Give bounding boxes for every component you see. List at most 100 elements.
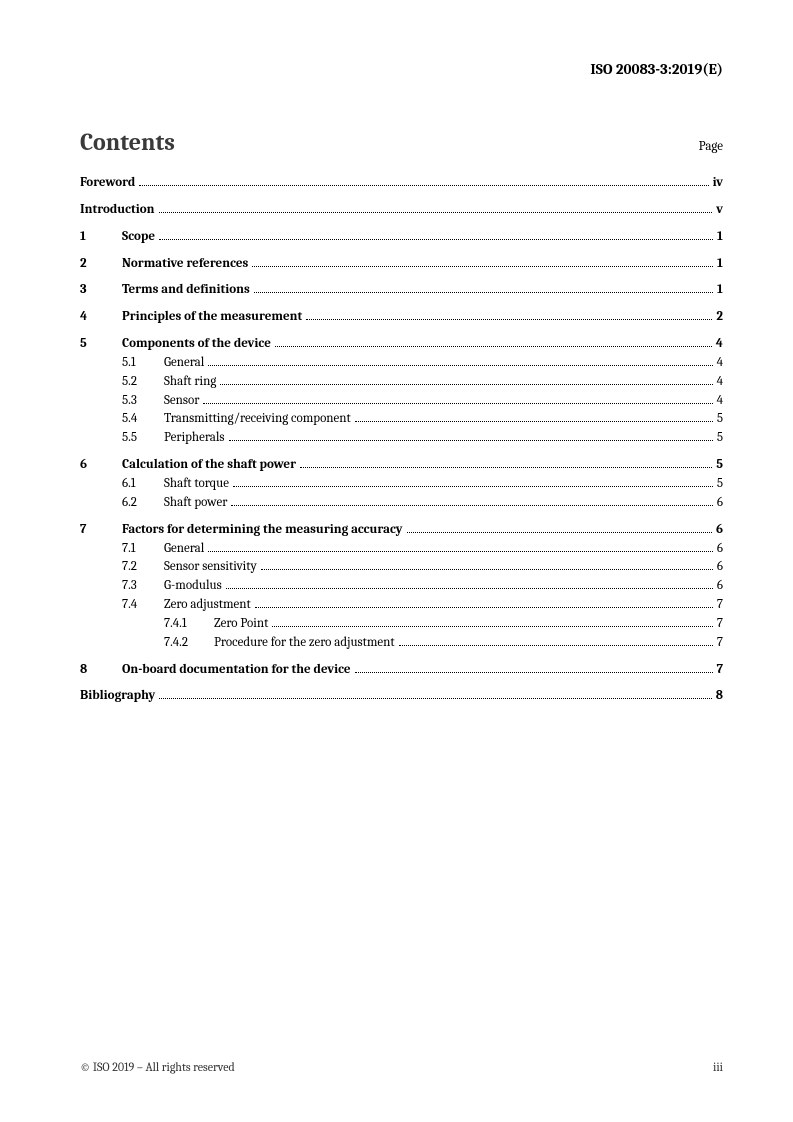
toc-entry-label: On-board documentation for the device — [122, 661, 351, 680]
toc-entry-label: Foreword — [80, 174, 135, 193]
toc-entry-page: 7 — [717, 634, 723, 653]
toc-entry: 7.2Sensor sensitivity6 — [80, 558, 723, 577]
toc-entry: 7.1General6 — [80, 540, 723, 559]
toc-entry-number: 6.2 — [122, 494, 164, 513]
toc-entry-number: 4 — [80, 308, 122, 327]
toc-leader — [229, 431, 713, 441]
toc-entry-label: Peripherals — [164, 429, 225, 448]
toc-leader — [159, 202, 713, 212]
toc-entry: 2Normative references 1 — [80, 255, 723, 274]
toc-entry-page: 4 — [717, 392, 723, 411]
toc-entry-label: Calculation of the shaft power — [122, 456, 296, 475]
toc-entry-number: 2 — [80, 255, 122, 274]
toc-leader — [355, 662, 713, 672]
toc-entry-page: 4 — [717, 354, 723, 373]
toc-entry-label: Sensor — [164, 392, 199, 411]
toc-entry-page: v — [716, 201, 723, 220]
contents-title: Contents — [80, 128, 175, 156]
toc-leader — [233, 477, 713, 487]
toc-entry: 5.1General4 — [80, 354, 723, 373]
toc-entry: 7.4Zero adjustment7 — [80, 596, 723, 615]
toc-entry-label: Principles of the measurement — [122, 308, 302, 327]
toc-entry-page: 1 — [717, 281, 723, 300]
toc-group: 7 Factors for determining the measuring a… — [80, 521, 723, 653]
page-column-label: Page — [699, 139, 723, 154]
toc-entry-page: 5 — [717, 410, 723, 429]
toc-entry: 5.5Peripherals 5 — [80, 429, 723, 448]
copyright-text: © ISO 2019 – All rights reserved — [80, 1060, 235, 1074]
toc-entry-label: G-modulus — [164, 577, 222, 596]
toc-entry-number: 5.5 — [122, 429, 164, 448]
toc-entry-page: 1 — [717, 228, 723, 247]
toc-entry-number: 6 — [80, 456, 122, 475]
toc-entry-label: General — [164, 354, 204, 373]
toc-entry: 6Calculation of the shaft power 5 — [80, 456, 723, 475]
toc-entry-page: 6 — [716, 521, 723, 540]
toc-leader — [159, 229, 713, 239]
toc-leader — [300, 458, 712, 468]
toc-leader — [231, 495, 713, 505]
toc-entry-label: Bibliography — [80, 687, 155, 706]
toc-entry-number: 7.4.1 — [164, 615, 214, 634]
toc-entry: 3Terms and definitions 1 — [80, 281, 723, 300]
toc-entry: 5.4Transmitting/receiving component5 — [80, 410, 723, 429]
toc-leader — [208, 541, 713, 551]
toc-entry-label: Terms and definitions — [122, 281, 250, 300]
toc-entry-page: 6 — [717, 577, 723, 596]
toc-entry: 5.2Shaft ring4 — [80, 373, 723, 392]
toc-leader — [255, 598, 713, 608]
toc-entry-label: Normative references — [122, 255, 248, 274]
toc-entry-label: Factors for determining the measuring ac… — [122, 521, 403, 540]
toc-entry-page: 7 — [717, 615, 723, 634]
toc-leader — [159, 689, 711, 699]
toc-entry-number: 5 — [80, 335, 122, 354]
toc-entry-label: Introduction — [80, 201, 155, 220]
toc-entry-page: iv — [713, 174, 723, 193]
toc-entry-label: Shaft torque — [164, 475, 229, 494]
toc-entry: 7Factors for determining the measuring a… — [80, 521, 723, 540]
toc-entry-page: 1 — [717, 255, 723, 274]
toc-leader — [220, 374, 712, 384]
toc-leader — [399, 635, 713, 645]
toc-entry: 6.1Shaft torque5 — [80, 475, 723, 494]
toc-leader — [139, 176, 708, 186]
toc-group: 5Components of the device45.1General45.2… — [80, 335, 723, 448]
toc-entry-label: Components of the device — [122, 335, 271, 354]
toc-entry-page: 7 — [717, 596, 723, 615]
toc-entry-page: 8 — [716, 687, 723, 706]
toc-entry-label: Procedure for the zero adjustment — [214, 634, 395, 653]
toc-entry-number: 7.4.2 — [164, 634, 214, 653]
toc-entry-number: 5.3 — [122, 392, 164, 411]
toc-entry-label: Shaft ring — [164, 373, 216, 392]
toc-entry: 7.4.1Zero Point 7 — [80, 615, 723, 634]
toc-entry: 6.2Shaft power6 — [80, 494, 723, 513]
toc-entry-label: Zero Point — [214, 615, 268, 634]
toc-entry: 8On-board documentation for the device7 — [80, 661, 723, 680]
page-footer: © ISO 2019 – All rights reserved iii — [80, 1060, 723, 1074]
toc-group: 3Terms and definitions 1 — [80, 281, 723, 300]
toc-entry-label: General — [164, 540, 204, 559]
table-of-contents: ForewordivIntroductionv1Scope12Normative… — [80, 174, 723, 706]
toc-entry: 5.3Sensor 4 — [80, 392, 723, 411]
toc-leader — [355, 412, 713, 422]
toc-entry: Foreword iv — [80, 174, 723, 193]
toc-entry-page: 4 — [717, 373, 723, 392]
toc-group: 4Principles of the measurement 2 — [80, 308, 723, 327]
toc-entry: 7.3G-modulus6 — [80, 577, 723, 596]
toc-entry-number: 1 — [80, 228, 122, 247]
toc-entry-number: 7.4 — [122, 596, 164, 615]
toc-entry-page: 2 — [716, 308, 723, 327]
toc-group: 6Calculation of the shaft power56.1Shaft… — [80, 456, 723, 513]
toc-entry-number: 3 — [80, 281, 122, 300]
toc-entry-page: 5 — [716, 456, 723, 475]
contents-heading-row: Contents Page — [80, 128, 723, 156]
toc-entry-page: 4 — [716, 335, 723, 354]
toc-entry-number: 8 — [80, 661, 122, 680]
toc-entry-page: 5 — [717, 429, 723, 448]
toc-entry-number: 7.1 — [122, 540, 164, 559]
toc-leader — [272, 616, 712, 626]
toc-group: 8On-board documentation for the device7 — [80, 661, 723, 680]
toc-group: Introduction v — [80, 201, 723, 220]
toc-entry-page: 5 — [717, 475, 723, 494]
toc-entry-label: Scope — [122, 228, 155, 247]
